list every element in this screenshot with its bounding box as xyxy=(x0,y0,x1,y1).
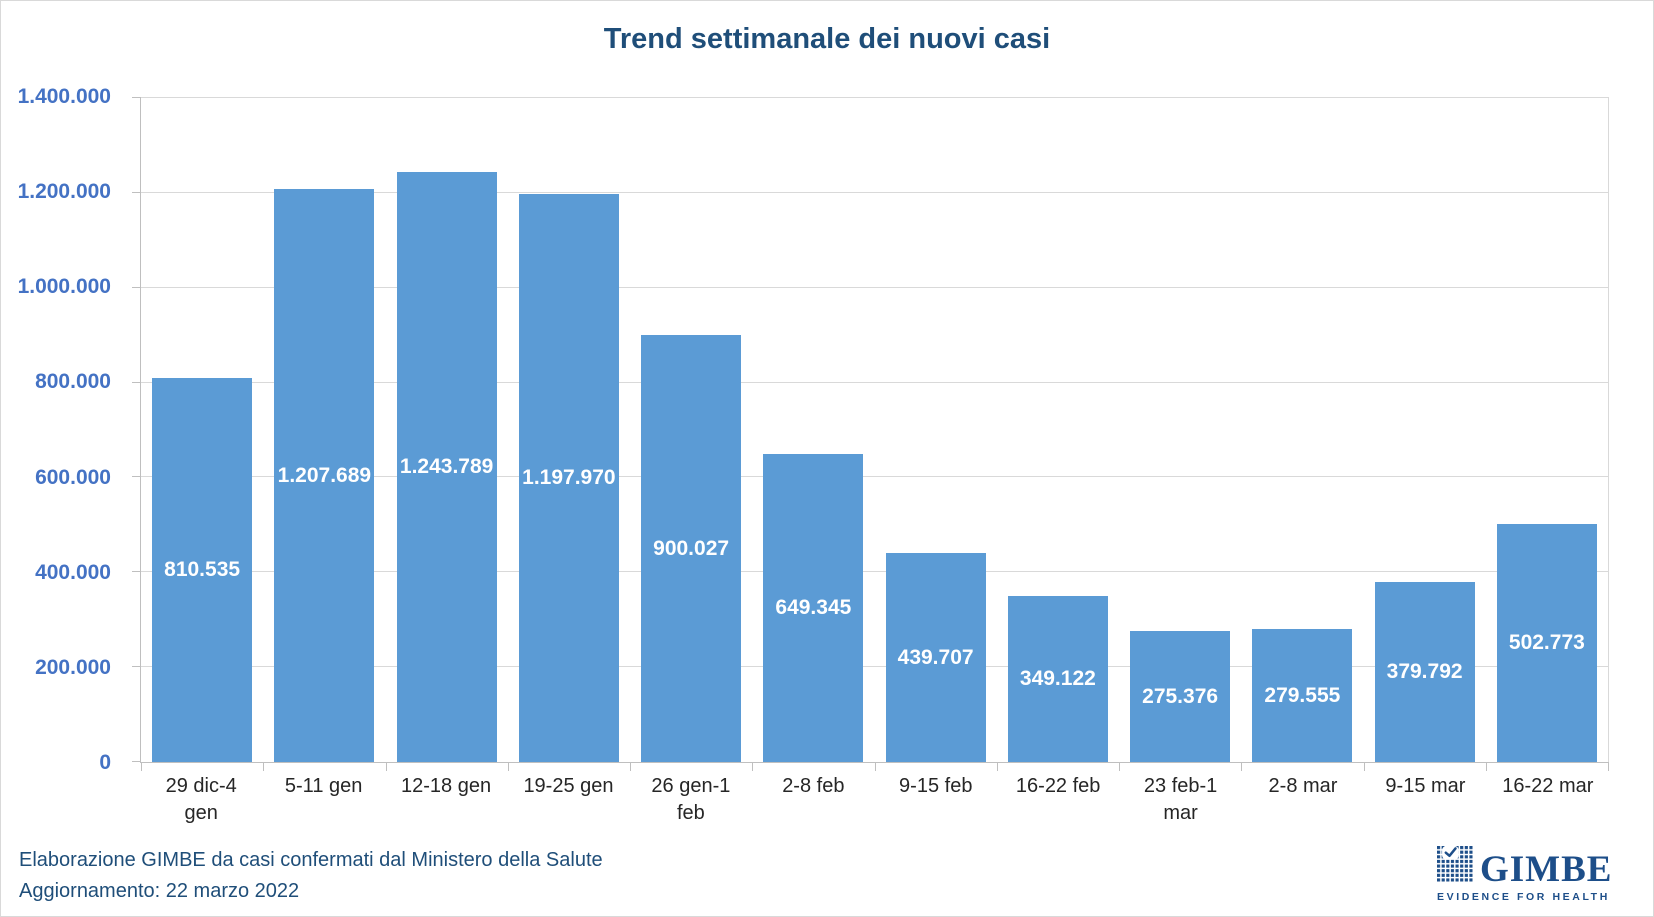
x-axis-tick xyxy=(752,762,754,771)
x-axis-tick xyxy=(1241,762,1243,771)
bar-cell: 275.376 xyxy=(1119,98,1241,762)
y-axis-tick xyxy=(132,761,141,762)
bar-cell: 900.027 xyxy=(630,98,752,762)
x-axis-tick xyxy=(1119,762,1120,771)
bar-value-label: 439.707 xyxy=(897,645,974,669)
x-axis-tick xyxy=(1485,762,1487,771)
x-axis-tick xyxy=(996,762,998,771)
x-axis-tick xyxy=(507,762,509,771)
x-axis-tick xyxy=(630,762,631,771)
y-axis-tick-label: 400.000 xyxy=(35,560,111,584)
x-axis-tick xyxy=(874,762,876,771)
y-axis-tick xyxy=(132,97,141,98)
y-axis-tick-label: 200.000 xyxy=(35,655,111,679)
y-axis-tick xyxy=(132,666,141,668)
y-axis-tick-label: 0 xyxy=(99,751,111,774)
x-axis-category-label: 16-22 mar xyxy=(1502,775,1594,797)
bar-cell: 279.555 xyxy=(1241,98,1363,762)
bar-cell: 349.122 xyxy=(997,98,1119,762)
x-axis-category-label: 12-18 gen xyxy=(401,775,492,797)
chart-bar-9: 275.376 xyxy=(1130,631,1231,762)
chart-bar-7: 439.707 xyxy=(885,553,986,762)
chart-bar-11: 379.792 xyxy=(1374,581,1475,762)
bar-series: 810.535 1.207.689 1.243.789 1.197.970 900.02… xyxy=(141,98,1608,762)
bar-value-label: 900.027 xyxy=(653,536,730,560)
chart-bar-5: 900.027 xyxy=(641,335,742,762)
y-axis-tick xyxy=(132,381,141,383)
chart-bar-6: 649.345 xyxy=(763,454,864,762)
gridline xyxy=(141,666,1608,668)
source-note: Elaborazione GIMBE da casi confermati da… xyxy=(19,849,603,871)
bar-cell: 1.207.689 xyxy=(263,98,385,762)
bar-value-label: 379.792 xyxy=(1386,659,1463,683)
y-axis-tick xyxy=(132,191,141,193)
gridline xyxy=(141,381,1608,383)
x-axis: 29 dic-4 gen 5-11 gen 12-18 gen 19-25 gen 26… xyxy=(140,773,1609,827)
chart-bar-1: 810.535 xyxy=(152,377,253,762)
x-axis-category-label: 19-25 gen xyxy=(523,775,614,797)
x-axis-category-label: 29 dic-4 gen xyxy=(165,775,237,824)
bar-cell: 502.773 xyxy=(1486,98,1608,762)
bar-value-label: 279.555 xyxy=(1264,683,1341,707)
y-axis-tick-label: 800.000 xyxy=(35,370,111,394)
y-axis-tick-label: 1.200.000 xyxy=(17,180,111,204)
bar-cell: 1.197.970 xyxy=(508,98,630,762)
gridline xyxy=(141,476,1608,478)
x-axis-category-label: 23 feb-1 mar xyxy=(1143,775,1218,824)
bar-value-label: 1.207.689 xyxy=(277,463,372,487)
bar-value-label: 502.773 xyxy=(1508,630,1585,654)
bar-value-label: 810.535 xyxy=(164,557,241,581)
chart-title: Trend settimanale dei nuovi casi xyxy=(603,23,1051,55)
y-axis-tick-label: 1.000.000 xyxy=(17,275,111,299)
x-axis-category-label: 2-8 mar xyxy=(1268,775,1338,797)
gimbe-logo-text: GIMBE xyxy=(1480,849,1613,890)
chart-bar-12: 502.773 xyxy=(1496,523,1597,762)
gimbe-logo-mark-icon xyxy=(1437,846,1474,888)
gimbe-logo: GIMBE EVIDENCE FOR HEALTH xyxy=(1437,846,1611,903)
gridline xyxy=(141,286,1608,288)
bar-cell: 1.243.789 xyxy=(386,98,508,762)
bar-value-label: 1.243.789 xyxy=(399,455,494,479)
y-axis-tick-label: 1.400.000 xyxy=(17,85,111,108)
x-axis-category-label: 16-22 feb xyxy=(1015,775,1101,797)
x-axis-category-label: 5-11 gen xyxy=(284,775,363,797)
y-axis-tick xyxy=(132,571,141,573)
y-axis-tick xyxy=(132,286,141,288)
chart-bar-10: 279.555 xyxy=(1252,629,1353,762)
x-axis-tick xyxy=(263,762,265,771)
x-axis-category-label: 2-8 feb xyxy=(782,775,845,797)
y-axis-tick xyxy=(132,476,141,478)
chart-bar-4: 1.197.970 xyxy=(518,193,619,762)
chart-bar-3: 1.243.789 xyxy=(396,172,497,762)
y-axis-tick-label: 600.000 xyxy=(35,465,111,489)
gridline xyxy=(141,191,1608,193)
y-axis: 0 200.000 400.000 600.000 800.000 1.000.000 1.… xyxy=(1,85,111,774)
plot-area: 810.535 1.207.689 1.243.789 1.197.970 900.02… xyxy=(132,97,1609,771)
chart-footer: Elaborazione GIMBE da casi confermati da… xyxy=(19,845,603,907)
update-note: Aggiornamento: 22 marzo 2022 xyxy=(19,880,300,902)
bar-value-label: 349.122 xyxy=(1019,667,1096,691)
x-axis-tick xyxy=(385,762,387,771)
x-axis-category-label: 9-15 mar xyxy=(1385,775,1466,797)
bar-cell: 649.345 xyxy=(752,98,874,762)
bar-value-label: 649.345 xyxy=(775,596,852,620)
bar-value-label: 1.197.970 xyxy=(522,465,616,489)
chart-bar-2: 1.207.689 xyxy=(274,189,375,762)
bar-cell: 439.707 xyxy=(875,98,997,762)
gridline xyxy=(141,571,1608,573)
gimbe-logo-tagline: EVIDENCE FOR HEALTH xyxy=(1437,891,1610,903)
x-axis-tick xyxy=(1363,762,1365,771)
x-axis-category-label: 26 gen-1 feb xyxy=(651,775,731,824)
x-axis-tick xyxy=(1608,762,1609,771)
x-axis-tick xyxy=(141,762,142,771)
gridline xyxy=(141,97,1608,98)
bar-cell: 379.792 xyxy=(1364,98,1486,762)
bar-value-label: 275.376 xyxy=(1142,684,1219,708)
chart-bar-8: 349.122 xyxy=(1007,596,1108,762)
x-axis-category-label: 9-15 feb xyxy=(899,775,973,797)
bar-cell: 810.535 xyxy=(141,98,263,762)
